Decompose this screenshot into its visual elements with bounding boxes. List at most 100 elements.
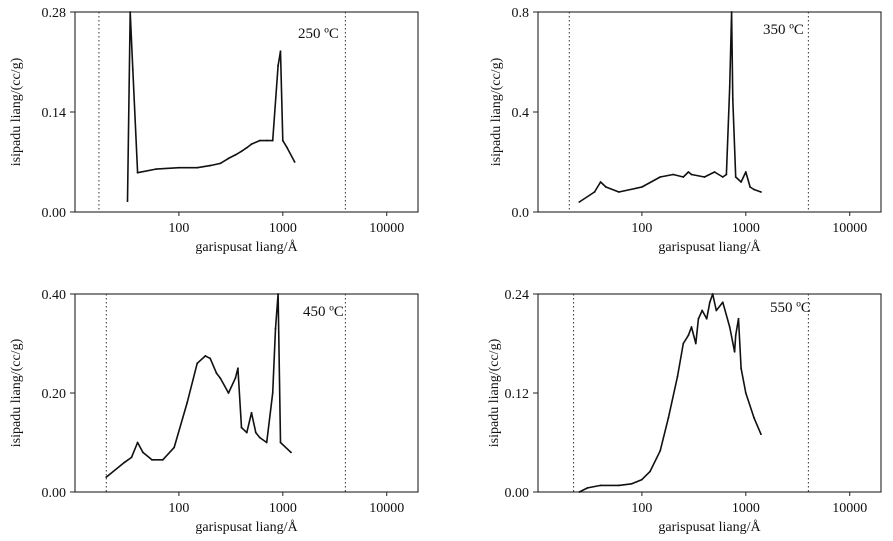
data-point (265, 441, 268, 444)
data-point (277, 64, 279, 67)
data-point (682, 176, 685, 178)
data-point (672, 173, 675, 176)
data-point (219, 377, 222, 380)
data-point (215, 372, 218, 375)
data-point (708, 301, 711, 304)
data-point (286, 146, 289, 149)
x-tick-label: 100 (168, 501, 189, 516)
data-point (711, 293, 714, 295)
y-tick-label: 0.0 (512, 206, 530, 221)
data-point (245, 431, 248, 434)
data-point (730, 11, 733, 13)
data-point (715, 309, 718, 312)
x-tick-label: 10000 (369, 501, 404, 516)
data-point (123, 461, 126, 464)
data-point (760, 191, 762, 193)
data-point (271, 392, 274, 394)
data-point (740, 367, 742, 370)
data-point (701, 309, 704, 312)
temperature-label: 450 ºC (303, 304, 344, 320)
data-point (649, 470, 652, 473)
data-point (734, 176, 737, 178)
data-point (290, 451, 292, 454)
data-point (728, 326, 731, 328)
data-point (136, 171, 139, 174)
data-point (659, 449, 662, 452)
chart-panel-4: 0.00 0.12 0.24 100 1000 10000 garispusat liang… (487, 288, 882, 535)
data-point (258, 436, 261, 439)
data-point (131, 68, 134, 71)
data-point (733, 350, 736, 353)
y-tick-label: 0.8 (512, 6, 530, 21)
data-point (250, 143, 253, 146)
data-point (105, 476, 108, 479)
x-tick-label: 100 (631, 501, 652, 516)
y-axis-label: isipadu liang/(cc/g) (487, 338, 502, 447)
y-tick-label: 0.12 (505, 387, 530, 402)
data-point (728, 86, 731, 88)
data-point (630, 482, 633, 485)
x-axis-label: garispusat liang/Å (658, 239, 761, 255)
data-point (697, 317, 700, 320)
data-point (279, 50, 282, 53)
x-axis-label: garispusat liang/Å (195, 239, 298, 255)
plot-frame (537, 11, 882, 213)
data-point (178, 166, 180, 169)
y-tick-label: 0.40 (42, 288, 67, 303)
x-tick-label: 10000 (832, 221, 867, 236)
y-tick-label: 0.28 (42, 6, 67, 21)
y-axis-label: isipadu liang/(cc/g) (9, 57, 24, 166)
plot-frame (74, 11, 419, 213)
x-axis-label: garispusat liang/Å (195, 519, 298, 535)
data-point (240, 426, 243, 429)
data-point (227, 392, 230, 394)
data-point (682, 342, 685, 345)
data-point (173, 446, 176, 449)
data-point (599, 181, 602, 183)
data-point (749, 186, 752, 188)
data-point (279, 441, 282, 444)
data-point (641, 478, 643, 481)
data-point (731, 98, 734, 101)
temperature-label: 250 ºC (298, 26, 339, 42)
data-point (760, 433, 762, 436)
data-point (659, 176, 662, 178)
data-point (136, 441, 139, 444)
x-tick-label: 1000 (269, 501, 297, 516)
data-point (667, 416, 670, 419)
y-tick-label: 0.00 (42, 206, 67, 221)
data-point (240, 150, 243, 153)
data-point (141, 451, 144, 454)
data-point (694, 342, 697, 345)
data-point (245, 146, 248, 149)
data-point (725, 173, 728, 176)
data-point (641, 186, 643, 188)
data-point (254, 431, 257, 434)
data-point (209, 357, 212, 360)
series-line-1 (105, 293, 292, 478)
data-point (703, 176, 706, 178)
data-point (586, 486, 589, 489)
data-point (599, 484, 602, 487)
data-point (734, 334, 737, 337)
y-tick-label: 0.00 (505, 486, 530, 501)
data-point (687, 171, 690, 173)
data-point (126, 200, 129, 203)
data-point (293, 161, 296, 163)
data-point (186, 402, 189, 404)
data-point (705, 317, 708, 320)
temperature-label: 550 ºC (770, 300, 811, 316)
data-point (277, 293, 279, 295)
series-line-1 (578, 11, 762, 203)
chart-panel-2: 0.0 0.4 0.8 100 1000 10000 garispusat liang/Å i… (489, 6, 882, 255)
data-point (690, 326, 693, 328)
x-axis-label: garispusat liang/Å (658, 519, 761, 535)
data-point (161, 458, 164, 461)
data-point (744, 171, 747, 173)
data-point (130, 456, 133, 459)
chart-panel-3: 0.00 0.20 0.40 100 1000 10000 garispusat liang… (9, 288, 419, 535)
data-point (274, 327, 277, 330)
data-point (617, 191, 620, 193)
x-tick-label: 1000 (732, 501, 760, 516)
plot-frame (74, 293, 419, 493)
